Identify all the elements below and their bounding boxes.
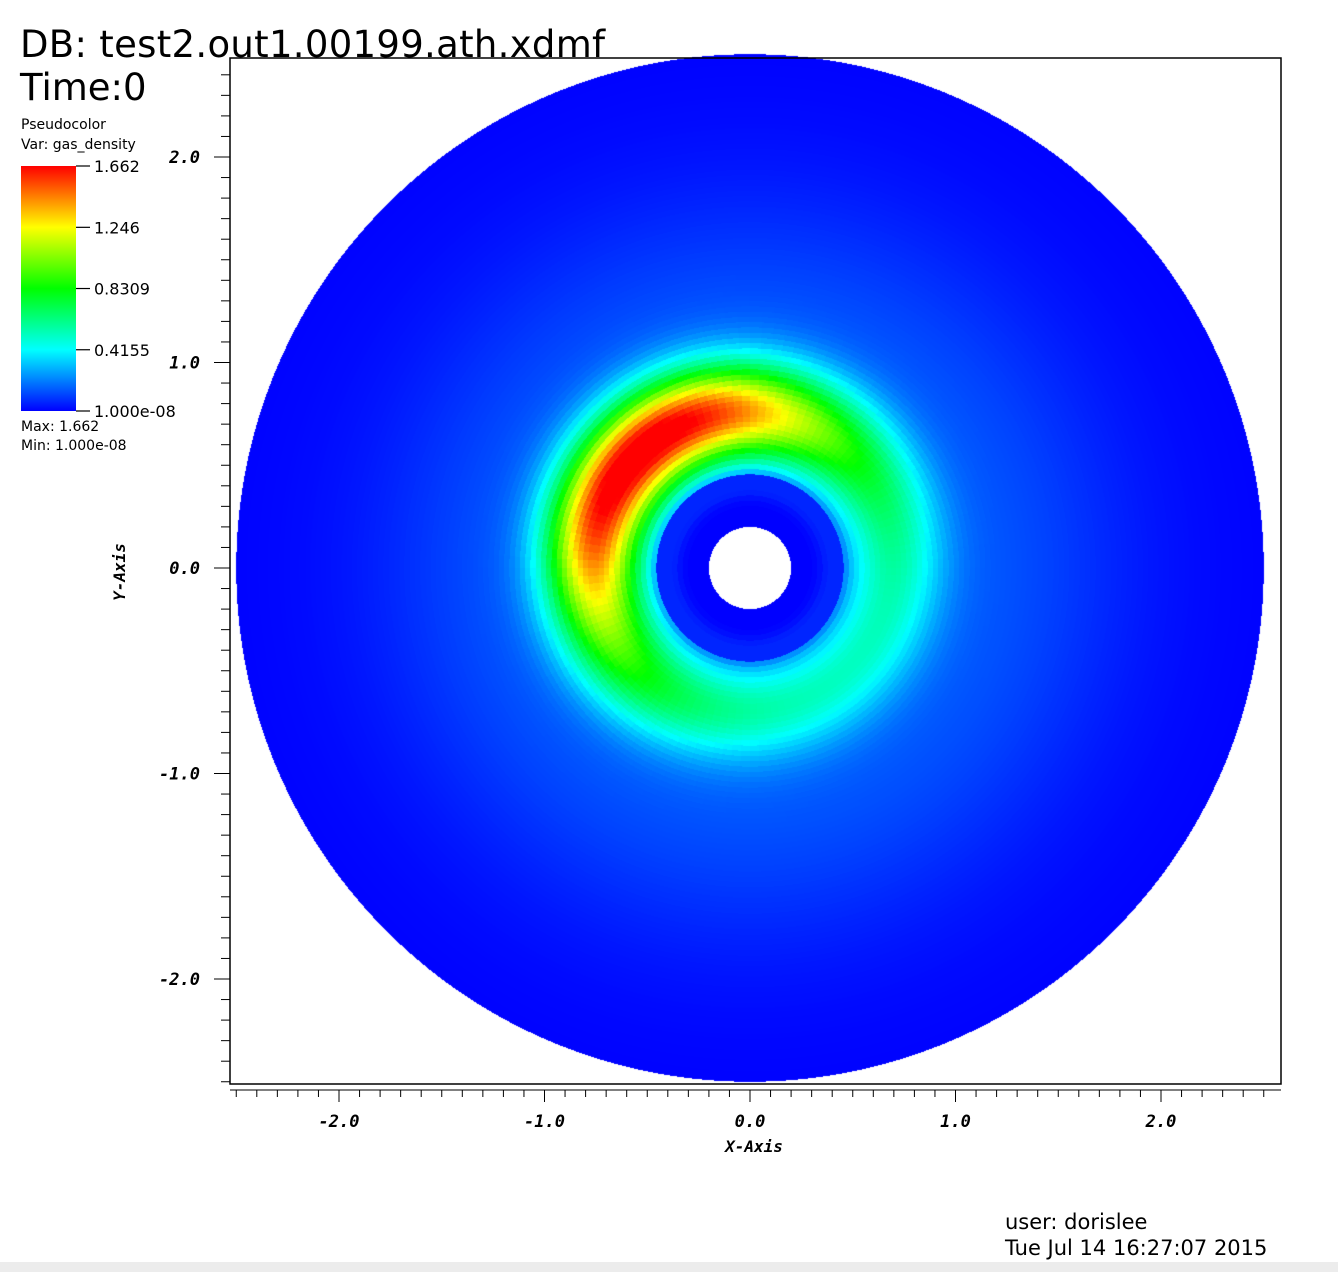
legend-var-label: Var: gas_density <box>21 137 136 153</box>
x-tick-label: 2.0 <box>1145 1112 1177 1132</box>
user-label: user: dorislee <box>1005 1210 1148 1234</box>
y-tick-label: 1.0 <box>169 354 200 374</box>
x-tick-label: 1.0 <box>940 1112 971 1132</box>
colorbar-tick-label: 0.4155 <box>94 341 150 360</box>
y-tick-label: 2.0 <box>168 148 200 168</box>
bottom-strip <box>0 1262 1338 1272</box>
colorbar-tick-label: 0.8309 <box>94 280 150 299</box>
y-tick-label: 0.0 <box>169 559 200 579</box>
x-axis-title: X-Axis <box>723 1137 783 1156</box>
colorbar-tick-label: 1.000e-08 <box>94 402 176 421</box>
y-tick-label: -1.0 <box>159 765 200 785</box>
y-axis-title: Y-Axis <box>110 543 129 601</box>
colorbar-tick-label: 1.662 <box>94 157 140 176</box>
time-label: Time:0 <box>20 66 147 109</box>
y-tick-label: -2.0 <box>159 970 200 990</box>
timestamp-label: Tue Jul 14 16:27:07 2015 <box>1005 1236 1268 1260</box>
legend-min-label: Min: 1.000e-08 <box>21 438 127 454</box>
density-field <box>234 52 1266 1084</box>
legend-max-label: Max: 1.662 <box>21 419 100 435</box>
x-tick-label: 0.0 <box>735 1112 766 1132</box>
colorbar-tick-label: 1.246 <box>94 218 140 237</box>
x-tick-label: -2.0 <box>319 1112 360 1132</box>
plot-border <box>229 57 1282 1085</box>
x-tick-label: -1.0 <box>524 1112 565 1132</box>
colorbar <box>21 166 76 411</box>
legend-plot-type: Pseudocolor <box>21 117 106 133</box>
